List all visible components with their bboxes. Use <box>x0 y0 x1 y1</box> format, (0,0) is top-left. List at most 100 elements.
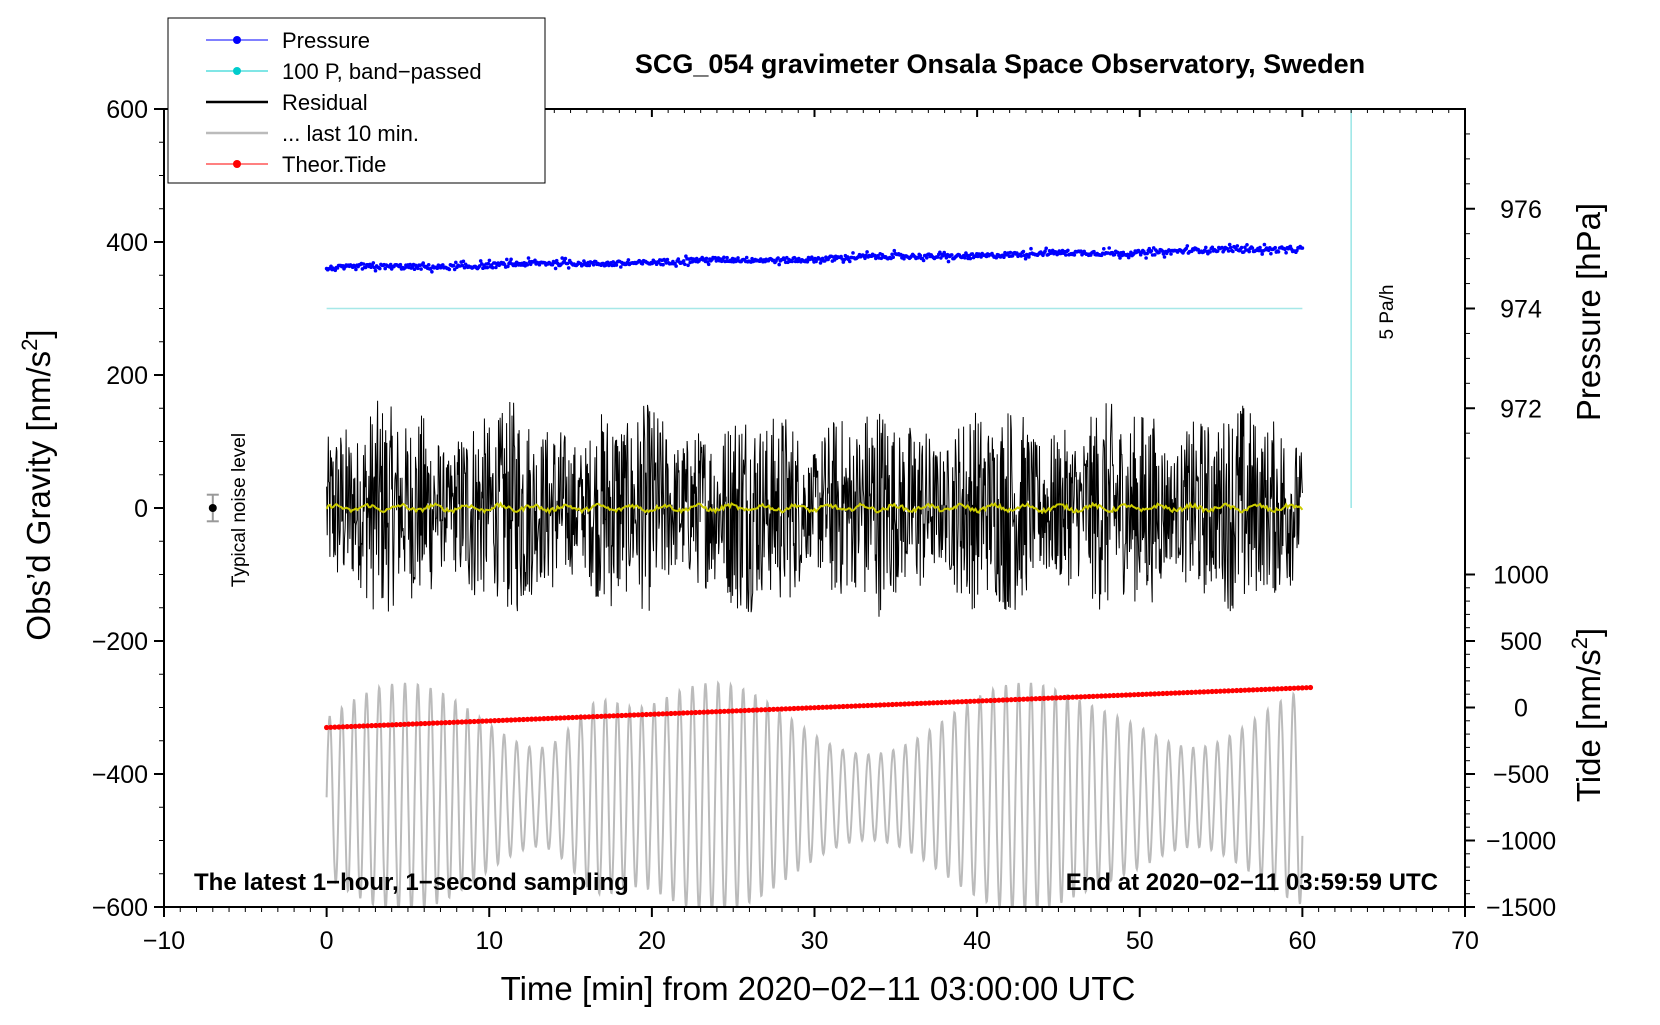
tide-point <box>1016 696 1023 703</box>
tide-point <box>1000 697 1006 703</box>
pressure-point <box>591 263 596 267</box>
tide-point <box>365 723 371 729</box>
tide-point <box>1234 687 1240 694</box>
tide-point <box>758 707 764 713</box>
pressure-point <box>354 267 358 272</box>
pressure-point <box>851 251 855 255</box>
tide-point <box>898 701 904 707</box>
pressure-point <box>1245 243 1249 247</box>
tide-point <box>397 721 403 728</box>
pressure-point <box>1162 255 1167 259</box>
tide-point <box>377 722 383 728</box>
tide-point <box>1254 687 1260 693</box>
tide-point <box>865 702 871 709</box>
pressure-point <box>1144 256 1148 260</box>
tide-point <box>1135 691 1141 698</box>
pressure-point <box>1064 253 1068 257</box>
pressure-point <box>950 253 954 257</box>
series-residual-smoothed <box>325 501 1304 515</box>
pressure-point <box>722 255 726 260</box>
tide-point <box>1291 685 1297 691</box>
pressure-point <box>454 260 458 265</box>
tide-point <box>1074 694 1080 700</box>
x-tick-label: 30 <box>801 927 829 955</box>
pressure-point <box>452 267 457 272</box>
tide-point <box>811 705 818 711</box>
tide-point <box>680 710 686 716</box>
tide-point <box>401 721 408 727</box>
pressure-point <box>1066 248 1070 253</box>
tide-point <box>750 707 756 713</box>
tide-point <box>442 720 449 726</box>
tide-point <box>906 701 912 707</box>
tide-point <box>414 721 420 727</box>
pressure-point <box>1227 242 1232 247</box>
pressure-point <box>1116 250 1120 255</box>
pressure-point <box>939 256 943 260</box>
tide-point <box>1230 688 1236 694</box>
pressure-point <box>487 258 492 263</box>
tide-point <box>979 698 986 704</box>
x-tick-label: 0 <box>320 927 334 955</box>
tide-point <box>926 700 932 706</box>
legend-label: Residual <box>282 90 368 115</box>
tide-point <box>1119 692 1125 698</box>
tide-point <box>565 715 572 721</box>
tide-point <box>643 711 650 718</box>
tide-point <box>934 700 941 706</box>
pressure-point <box>1161 252 1166 256</box>
pressure-point <box>478 259 483 263</box>
tide-point <box>746 707 752 713</box>
legend-label: Pressure <box>282 28 370 53</box>
pressure-point <box>640 262 645 266</box>
tide-point <box>479 718 485 724</box>
tide-point <box>795 705 801 711</box>
tide-point <box>1131 692 1137 698</box>
legend-label: 100 P, band−passed <box>282 59 482 84</box>
tide-point <box>639 712 645 718</box>
x-tick-label: 40 <box>963 927 991 955</box>
tide-point <box>848 703 855 709</box>
tide-point <box>869 702 875 708</box>
tide-point <box>742 707 748 714</box>
tide-point <box>545 715 551 722</box>
pressure-point <box>1185 244 1190 248</box>
tide-point <box>770 706 777 712</box>
tide-point <box>1209 688 1215 695</box>
y-tick-label: −200 <box>92 628 148 656</box>
tide-point <box>1221 688 1227 694</box>
tide-point <box>779 706 785 712</box>
tide-point <box>1197 689 1203 695</box>
x-tick-label: 10 <box>475 927 503 955</box>
legend: Pressure 100 P, band−passed Residual ... la… <box>167 17 546 184</box>
pressure-point <box>1015 251 1019 255</box>
pressure-point <box>1117 253 1121 257</box>
y-tick-label: −600 <box>92 894 148 922</box>
tide-point <box>455 719 461 725</box>
pressure-point <box>505 257 509 262</box>
tide-point <box>516 717 522 723</box>
tide-point <box>500 717 506 723</box>
pressure-point <box>486 261 491 266</box>
pressure-point <box>661 262 665 267</box>
tide-point <box>709 709 715 715</box>
pressure-point <box>554 258 559 263</box>
tide-point <box>418 721 424 727</box>
pressure-point <box>848 259 852 264</box>
tide-point <box>705 709 711 715</box>
tide-point <box>664 711 670 717</box>
pressure-point <box>706 262 711 267</box>
pressure-point <box>560 256 564 260</box>
tide-point <box>889 701 896 708</box>
legend-label: ... last 10 min. <box>282 121 419 146</box>
pressure-point <box>1235 244 1240 248</box>
pressure-point <box>968 256 973 261</box>
tide-point <box>529 716 535 722</box>
x-tick-label: 70 <box>1451 927 1479 955</box>
pressure-point <box>426 263 431 267</box>
tide-point <box>1242 687 1248 693</box>
tide-point <box>914 700 920 707</box>
tide-point <box>336 724 342 730</box>
pressure-point <box>373 268 378 273</box>
pressure-point <box>725 255 729 260</box>
